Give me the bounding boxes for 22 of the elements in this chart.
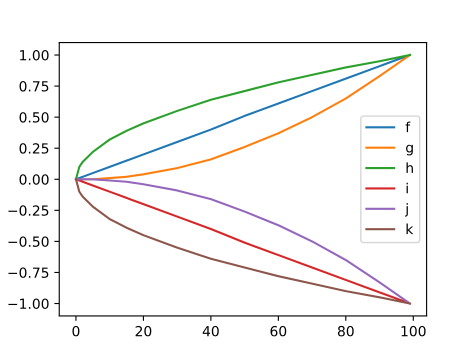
- x-tick-label: 20: [136, 326, 152, 336]
- y-tick-label: 0.50: [20, 112, 49, 123]
- legend-label: g: [406, 144, 413, 156]
- x-tick-label: 0: [72, 326, 80, 336]
- legend-label: f: [406, 122, 410, 132]
- y-tick-label: −1.00: [8, 298, 49, 309]
- y-tick-label: −0.25: [8, 205, 48, 216]
- y-tick-label: 0.75: [20, 81, 48, 92]
- legend-label: k: [406, 224, 414, 234]
- x-tick-label: 60: [270, 326, 286, 336]
- legend-label: i: [406, 182, 408, 194]
- legend-label: h: [406, 162, 413, 173]
- x-tick-label: 80: [338, 326, 354, 336]
- y-tick-label: −0.75: [8, 267, 48, 278]
- y-tick-label: 0.00: [20, 174, 49, 185]
- y-tick-label: 0.25: [20, 143, 48, 154]
- x-tick-label: 40: [202, 326, 219, 336]
- x-tick-label: 100: [402, 326, 426, 336]
- y-tick-label: 1.00: [20, 50, 49, 60]
- line-series: [74, 178, 411, 305]
- legend-label: j: [405, 203, 408, 217]
- y-tick-label: −0.50: [8, 236, 49, 247]
